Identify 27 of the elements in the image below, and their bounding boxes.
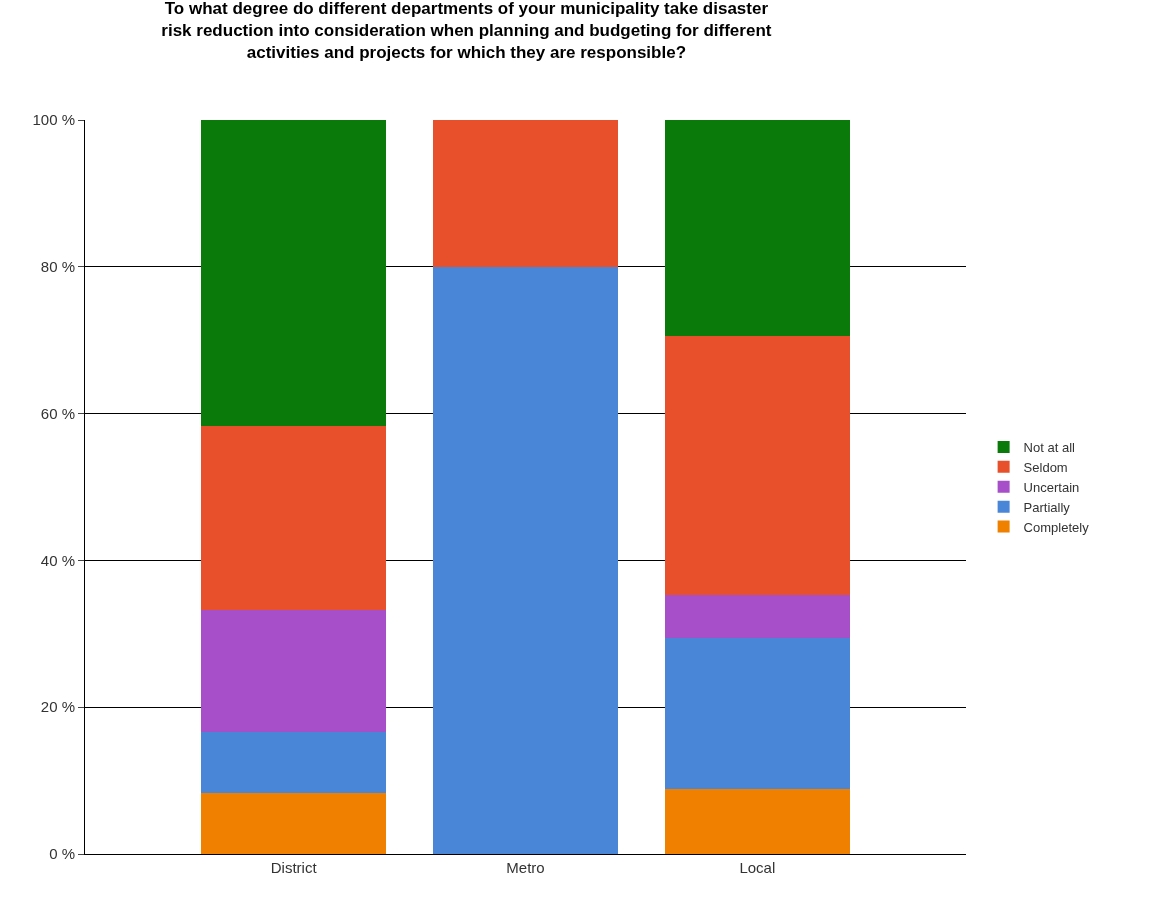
y-tick-label: 40 % — [40, 551, 75, 569]
x-tick-label: District — [270, 859, 318, 876]
bar — [432, 266, 619, 854]
legend-label: Uncertain — [1023, 479, 1080, 495]
y-tick-label: 60 % — [40, 404, 75, 422]
bar — [200, 732, 387, 794]
chart-title: To what degree do different departments of your municipality take disaster risk reduction into consideration when planning and budgeting for different activities and projects for which they are responsible? — [161, 0, 772, 62]
bar — [664, 638, 851, 790]
bar — [200, 120, 387, 427]
x-tick-label: Local — [739, 859, 776, 876]
legend-label: Completely — [1023, 519, 1090, 535]
legend-label: Seldom — [1023, 459, 1068, 475]
y-tick-label: 20 % — [40, 698, 75, 716]
y-tick-label: 80 % — [40, 258, 75, 276]
bar — [664, 594, 851, 639]
bar — [432, 120, 619, 267]
legend-label: Partially — [1023, 499, 1071, 515]
legend-label: Not at all — [1023, 440, 1076, 456]
y-tick-label: 100 % — [32, 111, 75, 129]
bar — [200, 793, 387, 854]
bar — [664, 789, 851, 854]
bar — [664, 120, 851, 336]
x-tick-label: Metro — [506, 859, 545, 876]
bar — [200, 609, 387, 733]
bar — [664, 335, 851, 595]
bar — [200, 426, 387, 610]
y-tick-label: 0 % — [49, 845, 75, 863]
